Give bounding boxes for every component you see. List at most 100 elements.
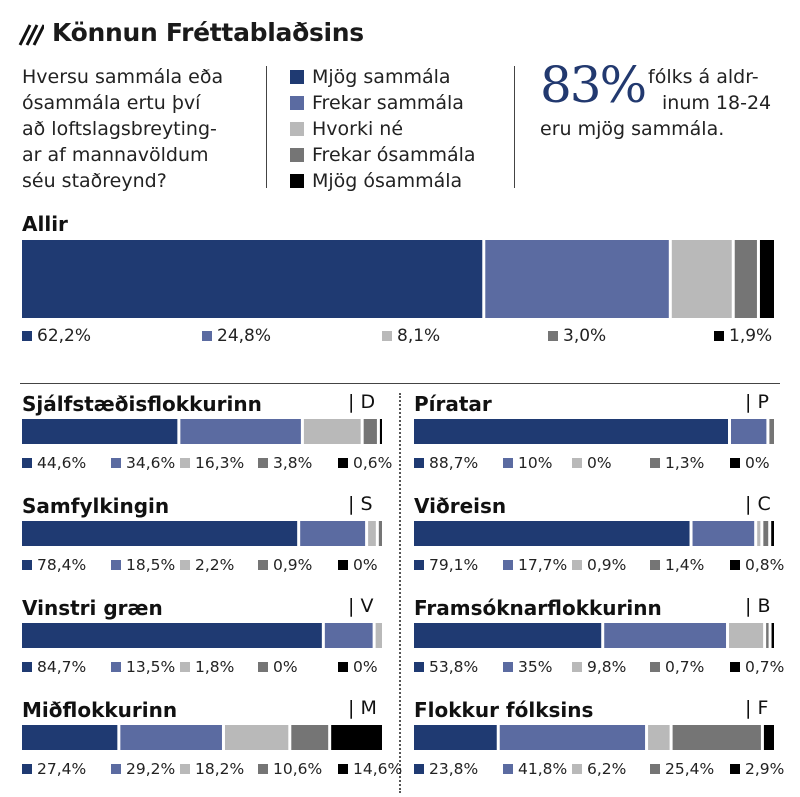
data-label: 17,7%: [503, 555, 567, 575]
legend-label: Hvorki né: [312, 118, 404, 140]
data-label: 1,4%: [650, 555, 704, 575]
data-label-text: 18,5%: [126, 556, 176, 574]
data-label-text: 24,8%: [217, 326, 272, 346]
bar-segment: [672, 725, 761, 750]
data-label-text: 44,6%: [37, 454, 87, 472]
party-letter: | S: [348, 493, 373, 515]
data-label: 44,6%: [22, 453, 86, 473]
group-title: Flokkur fólksins: [414, 698, 594, 722]
question-line: að loftslagsbreyting-: [22, 118, 217, 140]
column-divider: [399, 393, 401, 793]
data-label-swatch: [22, 458, 32, 468]
data-label-swatch: [22, 560, 32, 570]
party-letter: | D: [348, 391, 376, 413]
bar-segment: [769, 419, 774, 444]
data-label-text: 0,7%: [745, 658, 785, 676]
group-title: Allir: [22, 212, 68, 236]
data-label-text: 1,8%: [195, 658, 235, 676]
question-line: Hversu sammála eða: [22, 66, 224, 88]
group-title: Miðflokkurinn: [22, 698, 178, 722]
data-label-swatch: [650, 560, 660, 570]
data-label-swatch: [338, 458, 348, 468]
data-label-text: 29,2%: [126, 760, 176, 778]
bar-segment: [368, 521, 376, 546]
data-label-text: 0,9%: [273, 556, 313, 574]
data-label-text: 10%: [518, 454, 553, 472]
bar-segment: [180, 419, 301, 444]
bar-segment: [375, 623, 382, 648]
callout-line: eru mjög sammála.: [540, 118, 725, 140]
bar-segment: [363, 419, 377, 444]
data-label-swatch: [180, 764, 190, 774]
data-label: 10%: [503, 453, 552, 473]
data-label-swatch: [258, 764, 268, 774]
data-label-text: 27,4%: [37, 760, 87, 778]
data-label-swatch: [650, 764, 660, 774]
data-label: 0%: [258, 657, 298, 677]
data-label-text: 79,1%: [429, 556, 479, 574]
bar-segment: [22, 240, 483, 318]
data-label: 53,8%: [414, 657, 478, 677]
legend-swatch: [290, 122, 304, 136]
data-label: 79,1%: [414, 555, 478, 575]
data-label: 2,9%: [730, 759, 784, 779]
bar-segment: [604, 623, 727, 648]
data-label-text: 41,8%: [518, 760, 568, 778]
data-label-text: 0,9%: [587, 556, 627, 574]
data-label-swatch: [258, 458, 268, 468]
question-line: ar af mannavöldum: [22, 144, 209, 166]
data-label: 16,3%: [180, 453, 244, 473]
group-title: Viðreisn: [414, 494, 507, 518]
data-label-text: 1,3%: [665, 454, 705, 472]
data-label-swatch: [180, 458, 190, 468]
bar-segment: [757, 521, 761, 546]
data-label: 0,7%: [730, 657, 784, 677]
data-label: 0%: [338, 657, 378, 677]
data-label-swatch: [111, 458, 121, 468]
data-label-swatch: [414, 458, 424, 468]
legend-item: Mjög ósammála: [290, 168, 462, 194]
group-title: Vinstri græn: [22, 596, 163, 620]
bar-segment: [291, 725, 329, 750]
legend-swatch: [290, 174, 304, 188]
data-label-text: 3,0%: [563, 326, 607, 346]
data-label: 0,8%: [730, 555, 784, 575]
bar-segment: [648, 725, 670, 750]
data-label-swatch: [730, 458, 740, 468]
bar-segment: [731, 419, 767, 444]
data-label-text: 25,4%: [665, 760, 715, 778]
party-letter: | M: [348, 697, 377, 719]
data-label-swatch: [503, 662, 513, 672]
data-label-text: 17,7%: [518, 556, 568, 574]
data-label-swatch: [730, 560, 740, 570]
data-label-swatch: [111, 560, 121, 570]
data-label: 27,4%: [22, 759, 86, 779]
data-label-text: 8,1%: [397, 326, 441, 346]
data-label-text: 88,7%: [429, 454, 479, 472]
data-label-text: 13,5%: [126, 658, 176, 676]
bar-segment: [414, 623, 602, 648]
data-label-text: 10,6%: [273, 760, 323, 778]
data-label-text: 0,8%: [745, 556, 785, 574]
data-label: 41,8%: [503, 759, 567, 779]
section-divider: [20, 383, 780, 384]
data-label: 35%: [503, 657, 552, 677]
bar-segment: [22, 521, 298, 546]
data-label: 1,3%: [650, 453, 704, 473]
data-label: 23,8%: [414, 759, 478, 779]
group-title: Sjálfstæðisflokkurinn: [22, 392, 262, 416]
legend-item: Hvorki né: [290, 116, 403, 142]
data-label: 29,2%: [111, 759, 175, 779]
data-label: 0%: [572, 453, 612, 473]
data-label-text: 2,9%: [745, 760, 785, 778]
data-label-swatch: [730, 662, 740, 672]
data-label-swatch: [180, 560, 190, 570]
bar-segment: [499, 725, 646, 750]
data-label: 24,8%: [202, 326, 271, 346]
data-label-swatch: [22, 662, 32, 672]
data-label-text: 78,4%: [37, 556, 87, 574]
data-label-swatch: [111, 662, 121, 672]
data-label: 9,8%: [572, 657, 626, 677]
bar-segment: [734, 240, 757, 318]
group-title: Framsóknarflokkurinn: [414, 596, 662, 620]
